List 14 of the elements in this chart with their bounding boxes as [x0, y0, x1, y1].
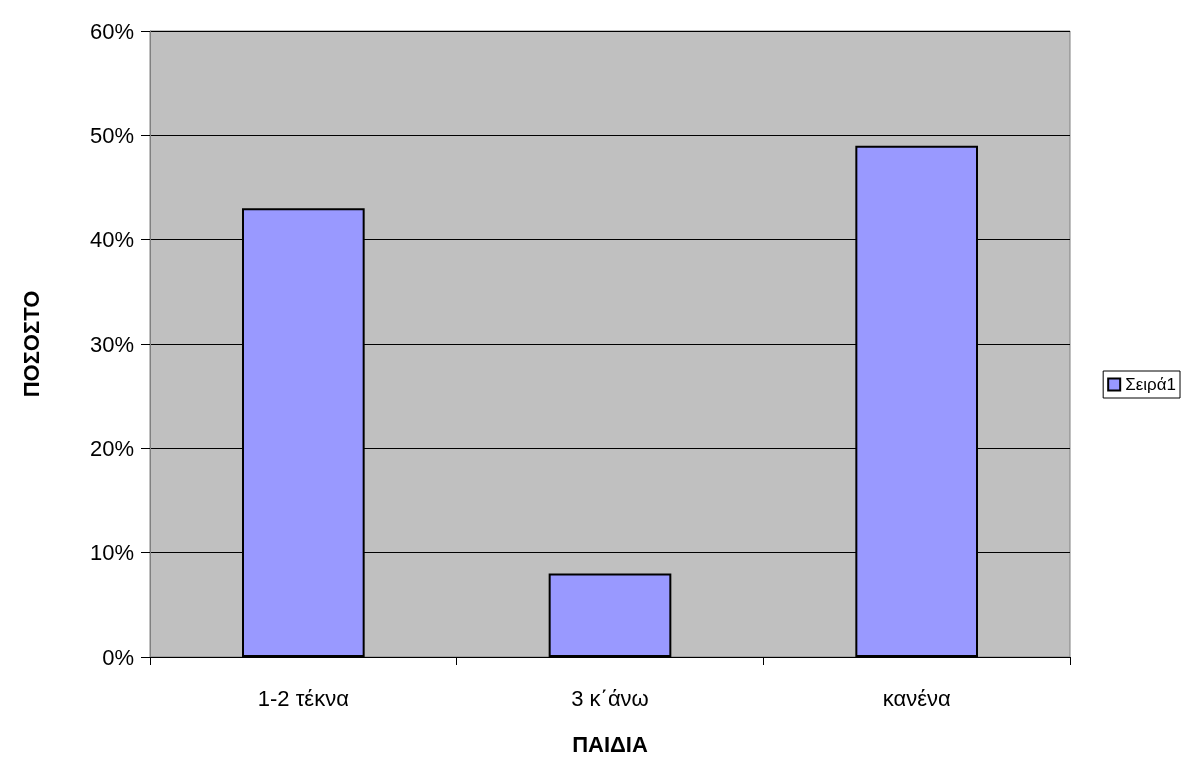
y-tick-label: 10% — [89, 540, 134, 566]
y-tick-label: 60% — [89, 18, 134, 44]
y-tick-label: 30% — [89, 331, 134, 357]
legend-label: Σειρά1 — [1125, 375, 1177, 394]
x-tick-label: 1-2 τέκνα — [257, 685, 350, 711]
y-axis-title: ΠΟΣΟΣΤΟ — [18, 290, 44, 398]
x-tick-label: 3 κ΄άνω — [571, 685, 649, 711]
y-tick-label: 0% — [102, 644, 134, 670]
y-tick-label: 50% — [89, 122, 134, 148]
bar — [548, 573, 672, 657]
y-tick-label: 20% — [89, 435, 134, 461]
x-axis-title: ΠΑΙΔΙΑ — [572, 731, 648, 757]
y-tick-label: 40% — [89, 227, 134, 253]
x-tick-label: κανένα — [882, 685, 951, 711]
